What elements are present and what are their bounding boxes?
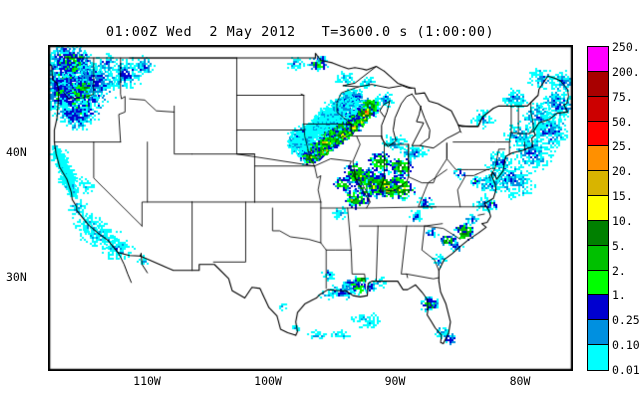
colorbar-cell: [588, 171, 608, 197]
colorbar-tick-label: 200.: [612, 64, 640, 79]
colorbar-cell: [588, 220, 608, 246]
colorbar-cell: [588, 71, 608, 97]
y-tick-label: 30N: [6, 270, 27, 284]
colorbar: [587, 46, 609, 371]
colorbar-cell: [588, 320, 608, 346]
y-tick-label: 40N: [6, 145, 27, 159]
x-tick-label: 110W: [133, 374, 161, 388]
colorbar-tick-label: 1.: [612, 288, 626, 303]
colorbar-cell: [588, 245, 608, 271]
precipitation-heatmap-canvas: [49, 46, 572, 370]
colorbar-tick-label: 20.: [612, 164, 633, 179]
colorbar-cell: [588, 146, 608, 172]
colorbar-tick-label: 50.: [612, 114, 633, 129]
colorbar-tick-label: 5.: [612, 238, 626, 253]
colorbar-cell: [588, 270, 608, 296]
colorbar-tick-label: 2.: [612, 263, 626, 278]
colorbar-cell: [588, 96, 608, 122]
colorbar-tick-label: 75.: [612, 89, 633, 104]
colorbar-cell: [588, 196, 608, 221]
colorbar-cell: [588, 121, 608, 147]
x-tick-label: 80W: [509, 374, 531, 388]
colorbar-tick-label: 25.: [612, 139, 633, 154]
colorbar-cell: [588, 295, 608, 321]
colorbar-cell: [588, 47, 608, 72]
colorbar-tick-label: 0.10: [612, 338, 640, 353]
colorbar-tick-label: 15.: [612, 189, 633, 204]
colorbar-tick-label: 0.25: [612, 313, 640, 328]
colorbar-cell: [588, 345, 608, 370]
x-tick-label: 90W: [384, 374, 406, 388]
colorbar-tick-label: 0.01: [612, 363, 640, 377]
x-tick-label: 100W: [254, 374, 282, 388]
map-plot-area: [48, 45, 573, 371]
figure-title: 01:00Z Wed 2 May 2012 T=3600.0 s (1:00:0…: [105, 24, 495, 40]
colorbar-tick-label: 10.: [612, 213, 633, 228]
colorbar-tick-label: 250.: [612, 40, 640, 54]
